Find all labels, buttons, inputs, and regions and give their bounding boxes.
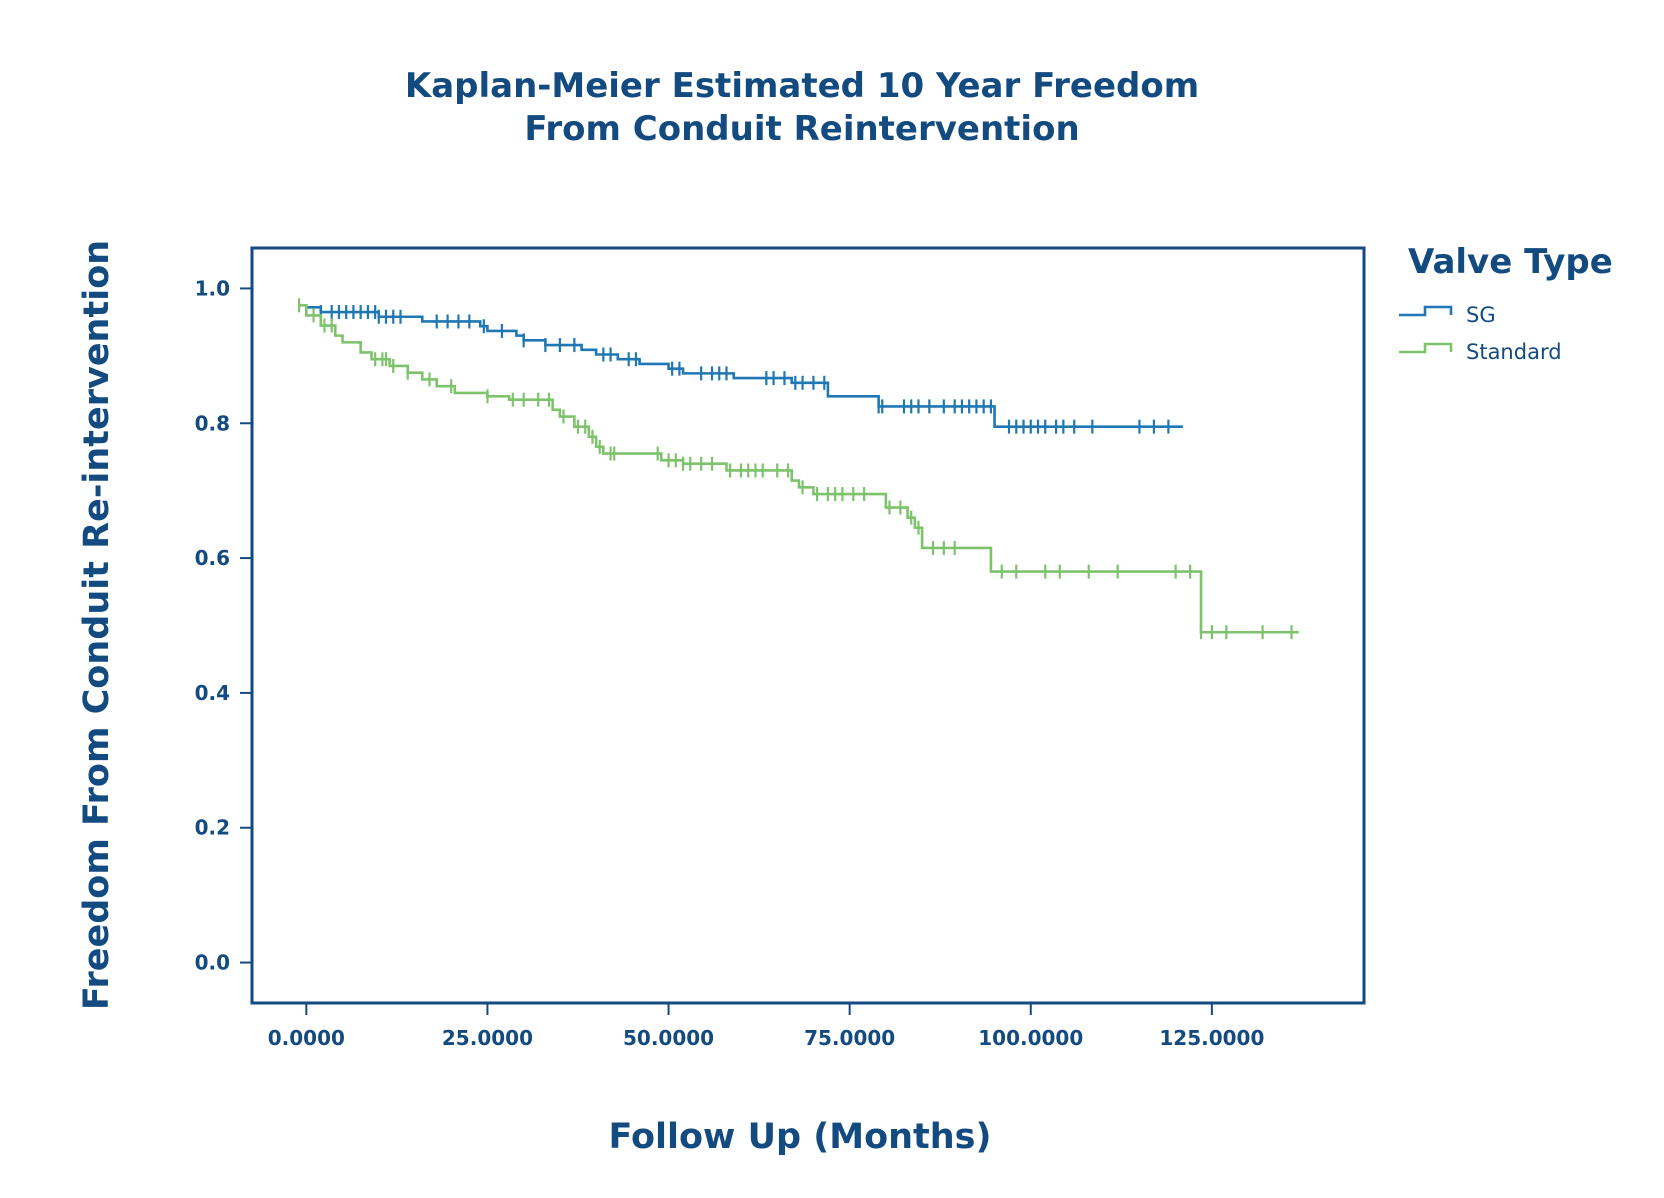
survival-line-standard (299, 303, 1299, 634)
x-tick-label: 125.0000 (1159, 1026, 1264, 1050)
x-tick-label: 0.0000 (268, 1026, 345, 1050)
y-tick-label: 0.6 (195, 546, 230, 570)
y-axis-ticks: 0.0 0.2 0.4 0.6 0.8 1.0 (195, 276, 252, 975)
legend-item-sg: SG (1399, 303, 1496, 327)
legend-label: Standard (1466, 340, 1562, 364)
legend-swatch (1399, 342, 1453, 354)
plot-area-frame (250, 246, 1366, 1005)
legend-swatch (1399, 305, 1453, 317)
chart-title-line-1: Kaplan-Meier Estimated 10 Year Freedom (405, 66, 1199, 106)
legend: Valve Type SG Standard (1399, 242, 1613, 364)
survival-curves (297, 298, 1299, 640)
x-tick-label: 100.0000 (978, 1026, 1083, 1050)
survival-line-sg (306, 306, 1183, 428)
y-tick-label: 0.0 (195, 951, 230, 975)
chart-title-line-2: From Conduit Reintervention (524, 109, 1079, 149)
y-tick-label: 1.0 (195, 276, 230, 300)
legend-label: SG (1466, 303, 1496, 327)
x-tick-label: 50.0000 (623, 1026, 714, 1050)
series-standard (297, 298, 1299, 640)
series-sg (306, 305, 1183, 434)
x-axis-ticks: 0.0000 25.0000 50.0000 75.0000 100.0000 125.0… (268, 1003, 1264, 1050)
x-axis-title: Follow Up (Months) (608, 1117, 991, 1157)
y-tick-label: 0.4 (195, 681, 230, 705)
y-tick-label: 0.8 (195, 411, 230, 435)
chart-title: Kaplan-Meier Estimated 10 Year Freedom F… (405, 66, 1199, 149)
legend-title: Valve Type (1408, 242, 1613, 282)
y-axis-title: Freedom From Conduit Re-intervention (77, 240, 117, 1010)
x-tick-label: 25.0000 (442, 1026, 533, 1050)
y-tick-label: 0.2 (195, 816, 230, 840)
x-tick-label: 75.0000 (804, 1026, 895, 1050)
legend-item-standard: Standard (1399, 340, 1562, 364)
